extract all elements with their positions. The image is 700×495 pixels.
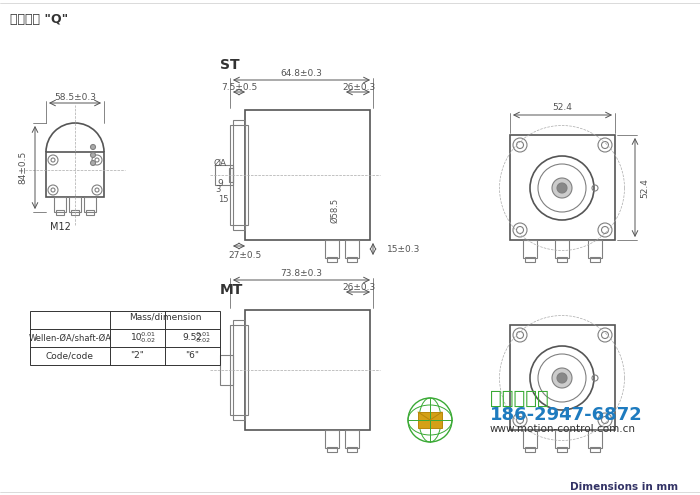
Bar: [30, 311, 220, 365]
Text: M12: M12: [50, 222, 71, 232]
Bar: [523, 240, 537, 258]
Text: 84±0.5: 84±0.5: [18, 150, 27, 184]
Text: www.motion-control.com.cn: www.motion-control.com.cn: [490, 424, 636, 434]
Text: 27±0.5: 27±0.5: [228, 250, 262, 259]
Bar: [86, 210, 94, 215]
Bar: [590, 257, 600, 262]
Text: 15±0.3: 15±0.3: [387, 245, 421, 253]
Bar: [245, 310, 370, 430]
Bar: [418, 412, 442, 428]
Text: 52.4: 52.4: [552, 103, 572, 112]
Bar: [229, 168, 233, 182]
Bar: [345, 240, 359, 258]
Bar: [555, 240, 569, 258]
Text: ØA: ØA: [214, 158, 227, 167]
Bar: [245, 110, 370, 240]
Text: 方形法兰 "Q": 方形法兰 "Q": [10, 13, 69, 26]
Text: 9.52: 9.52: [182, 334, 202, 343]
Bar: [510, 135, 615, 240]
Text: 26±0.3: 26±0.3: [342, 283, 376, 292]
Bar: [588, 430, 602, 448]
Bar: [345, 430, 359, 448]
Text: 26±0.3: 26±0.3: [342, 83, 376, 92]
Circle shape: [557, 373, 567, 383]
Text: 10: 10: [132, 334, 143, 343]
Bar: [523, 430, 537, 448]
Bar: [327, 257, 337, 262]
Text: 7.5±0.5: 7.5±0.5: [221, 83, 257, 92]
Bar: [590, 447, 600, 452]
Bar: [588, 240, 602, 258]
Bar: [557, 257, 567, 262]
Text: -0.02: -0.02: [195, 339, 211, 344]
Bar: [69, 197, 81, 212]
Text: "2": "2": [130, 351, 144, 360]
Bar: [230, 125, 248, 225]
Bar: [347, 447, 357, 452]
Text: "6": "6": [185, 351, 199, 360]
Text: 64.8±0.3: 64.8±0.3: [281, 68, 323, 78]
Bar: [230, 325, 248, 415]
Text: ST: ST: [220, 58, 239, 72]
Text: 186-2947-6872: 186-2947-6872: [490, 406, 643, 424]
Bar: [46, 152, 104, 197]
Text: Dimensions in mm: Dimensions in mm: [570, 482, 678, 492]
Bar: [233, 120, 245, 230]
Text: 52.4: 52.4: [640, 178, 650, 198]
Text: 3: 3: [216, 186, 220, 195]
Text: MT: MT: [220, 283, 244, 297]
Text: 15: 15: [218, 196, 228, 204]
Text: 58.5±0.3: 58.5±0.3: [54, 93, 96, 101]
Bar: [525, 447, 535, 452]
Text: 73.8±0.3: 73.8±0.3: [281, 268, 323, 278]
Bar: [220, 355, 233, 385]
Circle shape: [90, 145, 95, 149]
Text: Wellen-ØA/shaft-ØA: Wellen-ØA/shaft-ØA: [29, 334, 111, 343]
Bar: [327, 447, 337, 452]
Text: Mass/dimension: Mass/dimension: [129, 312, 202, 321]
Text: 9: 9: [217, 179, 223, 188]
Text: -0.01: -0.01: [195, 332, 211, 337]
Bar: [325, 430, 339, 448]
Bar: [510, 325, 615, 430]
Bar: [84, 197, 96, 212]
Bar: [71, 210, 79, 215]
Text: -0.02: -0.02: [140, 339, 156, 344]
Bar: [525, 257, 535, 262]
Text: Ø58.5: Ø58.5: [330, 198, 340, 223]
Bar: [555, 430, 569, 448]
Circle shape: [552, 178, 572, 198]
Circle shape: [90, 152, 95, 157]
Bar: [215, 165, 233, 185]
Bar: [56, 210, 64, 215]
Bar: [557, 447, 567, 452]
Bar: [233, 320, 245, 420]
Circle shape: [552, 368, 572, 388]
Text: Code/code: Code/code: [46, 351, 94, 360]
Text: 西安德伍拓: 西安德伍拓: [490, 389, 549, 407]
Bar: [54, 197, 66, 212]
Circle shape: [90, 160, 95, 165]
Text: -0.01: -0.01: [140, 332, 156, 337]
Bar: [347, 257, 357, 262]
Circle shape: [557, 183, 567, 193]
Bar: [325, 240, 339, 258]
